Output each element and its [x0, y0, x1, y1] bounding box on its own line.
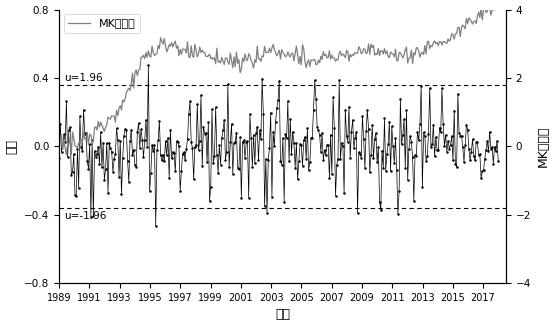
Text: u=-1.96: u=-1.96	[64, 211, 106, 221]
MK统计量	[249, 61, 256, 65]
MK统计量	[495, 2, 502, 6]
MK统计量	[188, 44, 194, 48]
MK统计量	[63, 153, 70, 157]
MK统计量	[111, 114, 118, 118]
Y-axis label: 残差: 残差	[6, 139, 18, 154]
X-axis label: 日期: 日期	[275, 308, 290, 321]
MK统计量	[56, 147, 62, 151]
Legend: MK统计量: MK统计量	[63, 14, 140, 33]
MK统计量	[203, 54, 209, 58]
Y-axis label: MK统计量: MK统计量	[537, 126, 549, 167]
Text: u=1.96: u=1.96	[64, 73, 102, 82]
MK统计量	[472, 19, 478, 23]
Line: MK统计量: MK统计量	[59, 4, 498, 155]
MK统计量	[210, 57, 216, 61]
